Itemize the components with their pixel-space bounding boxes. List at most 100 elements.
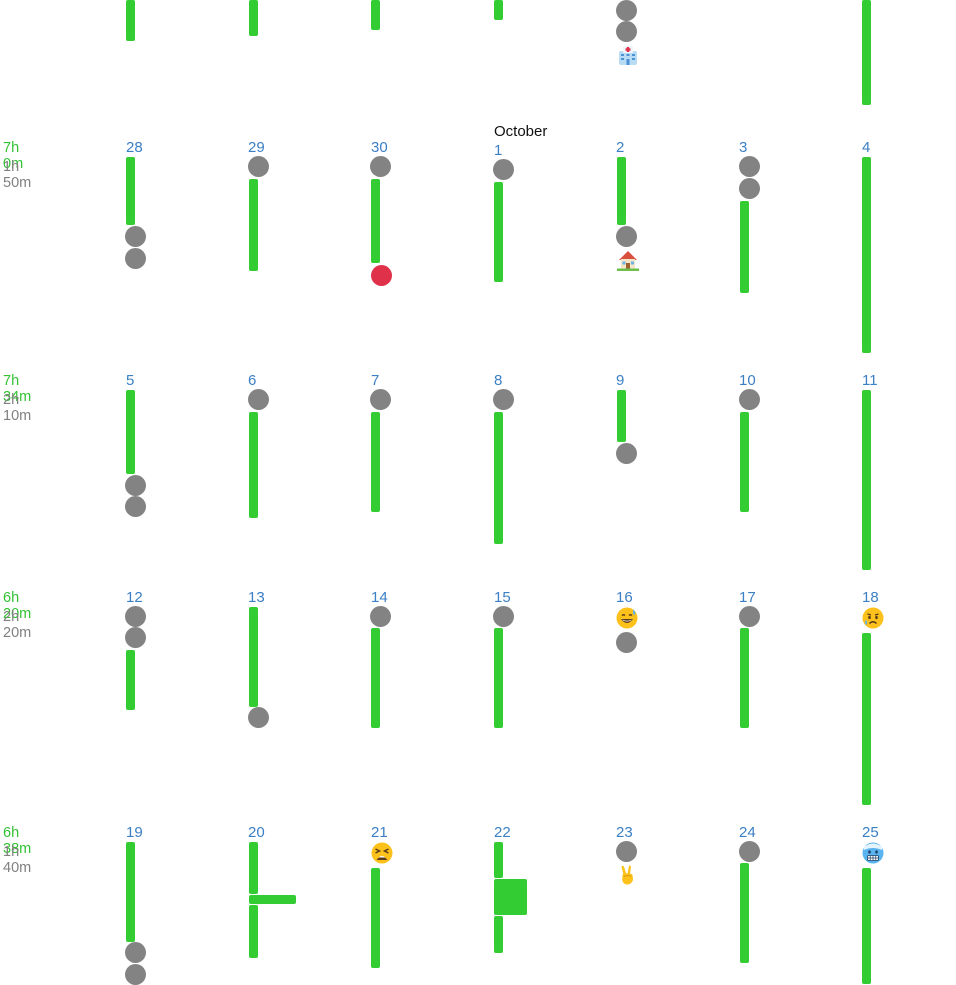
sleep-bar[interactable] [371,179,380,263]
sleep-bar[interactable] [371,628,380,728]
sleep-bar[interactable] [740,628,749,728]
day-number[interactable]: 24 [739,824,756,841]
nap-dot[interactable] [125,226,146,247]
sleep-bar[interactable] [249,607,258,707]
sleep-branch-bar[interactable] [249,895,296,904]
nap-dot[interactable] [616,632,637,653]
day-number[interactable]: 7 [371,372,380,389]
nap-dot[interactable] [125,942,146,963]
nap-dot[interactable] [125,475,146,496]
sleep-bar[interactable] [494,0,503,20]
nap-dot[interactable] [248,156,269,177]
nap-dot[interactable] [616,0,637,21]
day-number[interactable]: 6 [248,372,257,389]
sleep-bar[interactable] [494,182,503,282]
day-number[interactable]: 22 [494,824,511,841]
sleep-bar[interactable] [494,412,503,544]
day-number[interactable]: 18 [862,589,879,606]
nap-dot[interactable] [125,248,146,269]
sleep-bar[interactable] [371,412,380,512]
tired-face-emoji[interactable] [371,842,393,864]
sleep-bar[interactable] [740,863,749,963]
sleep-bar[interactable] [249,179,258,271]
day-number[interactable]: 4 [862,139,871,156]
sleep-bar[interactable] [740,201,749,293]
day-number[interactable]: 11 [862,372,878,389]
victory-hand-emoji[interactable] [617,864,639,886]
nap-dot[interactable] [616,226,637,247]
sleep-bar[interactable] [862,868,871,984]
nap-dot[interactable] [493,606,514,627]
nap-dot[interactable] [125,606,146,627]
nap-dot[interactable] [125,964,146,985]
nap-dot[interactable] [125,627,146,648]
sleep-bar[interactable] [249,412,258,518]
nap-dot[interactable] [616,21,637,42]
nap-dot[interactable] [616,443,637,464]
day-number[interactable]: 14 [371,589,388,606]
nap-dot[interactable] [739,178,760,199]
sad-tear-emoji[interactable] [862,607,884,629]
day-number[interactable]: 3 [739,139,748,156]
day-number[interactable]: 13 [248,589,265,606]
sleep-block[interactable] [494,879,527,915]
nap-dot[interactable] [125,496,146,517]
hospital-emoji[interactable] [617,44,639,66]
nap-dot[interactable] [493,389,514,410]
sleep-bar[interactable] [371,0,380,30]
week-nap-total: 2h 20m [3,609,32,641]
day-number[interactable]: 20 [248,824,265,841]
day-number[interactable]: 10 [739,372,756,389]
sleep-bar[interactable] [249,842,258,894]
sleep-bar[interactable] [862,633,871,805]
sleep-bar[interactable] [617,390,626,442]
day-number[interactable]: 1 [494,142,503,159]
sleep-bar[interactable] [249,905,258,958]
sleep-bar[interactable] [862,0,871,105]
sleep-bar[interactable] [126,157,135,225]
day-number[interactable]: 2 [616,139,625,156]
sleep-bar[interactable] [862,390,871,570]
day-number[interactable]: 30 [371,139,388,156]
nap-dot[interactable] [739,156,760,177]
sleep-bar[interactable] [494,916,503,953]
day-number[interactable]: 15 [494,589,511,606]
sleep-bar[interactable] [126,390,135,474]
nap-dot[interactable] [739,389,760,410]
nap-dot[interactable] [248,389,269,410]
day-number[interactable]: 25 [862,824,879,841]
sleep-bar[interactable] [617,157,626,225]
nap-dot[interactable] [739,841,760,862]
day-number[interactable]: 8 [494,372,503,389]
sleep-bar[interactable] [862,157,871,353]
nap-dot[interactable] [370,606,391,627]
day-number[interactable]: 9 [616,372,625,389]
sleep-bar[interactable] [494,842,503,878]
day-number[interactable]: 29 [248,139,265,156]
day-number[interactable]: 21 [371,824,388,841]
sleep-bar[interactable] [249,0,258,36]
day-number[interactable]: 23 [616,824,633,841]
sweat-smile-emoji[interactable] [616,607,638,629]
sleep-bar[interactable] [371,868,380,968]
nap-dot[interactable] [616,841,637,862]
nap-dot[interactable] [248,707,269,728]
sleep-bar[interactable] [126,650,135,710]
day-number[interactable]: 16 [616,589,633,606]
nap-dot[interactable] [370,156,391,177]
day-number[interactable]: 19 [126,824,143,841]
cold-face-emoji[interactable] [862,842,884,864]
day-number[interactable]: 17 [739,589,756,606]
nap-dot[interactable] [370,389,391,410]
alert-dot[interactable] [371,265,392,286]
nap-dot[interactable] [493,159,514,180]
sleep-bar[interactable] [126,842,135,942]
sleep-bar[interactable] [126,0,135,41]
sleep-bar[interactable] [494,628,503,728]
day-number[interactable]: 5 [126,372,135,389]
day-number[interactable]: 12 [126,589,143,606]
nap-dot[interactable] [739,606,760,627]
sleep-bar[interactable] [740,412,749,512]
day-number[interactable]: 28 [126,139,143,156]
house-emoji[interactable] [617,249,639,271]
